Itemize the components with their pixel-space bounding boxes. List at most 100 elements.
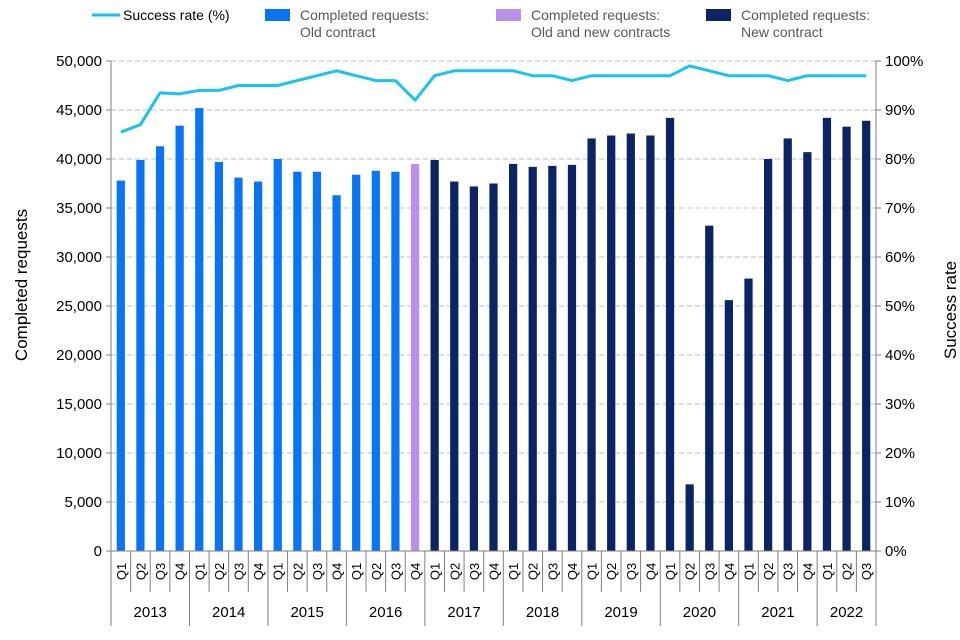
x-tick-label-quarter: Q1 [349, 563, 364, 580]
x-tick-label-quarter: Q1 [506, 563, 521, 580]
y-tick-label: 35,000 [56, 200, 102, 217]
x-tick-label-quarter: Q4 [408, 563, 423, 580]
y-tick-label: 20,000 [56, 347, 102, 364]
x-tick-label-quarter: Q2 [683, 563, 698, 580]
x-tick-label-quarter: Q3 [310, 563, 325, 580]
x-tick-label-quarter: Q3 [153, 563, 168, 580]
bar-new [626, 133, 635, 551]
y2-tick-label: 50% [885, 298, 915, 315]
bar-old [195, 108, 204, 551]
y2-tick-label: 10% [885, 494, 915, 511]
bar-new [783, 138, 792, 552]
x-tick-label-quarter: Q1 [114, 563, 129, 580]
x-tick-label-quarter: Q3 [467, 563, 482, 580]
y2-tick-label: 30% [885, 396, 915, 413]
bar-new [646, 135, 655, 552]
bar-old [273, 159, 282, 551]
x-tick-label-quarter: Q4 [565, 563, 580, 580]
bar-old [136, 159, 145, 552]
bar-old [293, 171, 302, 552]
x-tick-label-quarter: Q2 [212, 563, 227, 580]
x-tick-label-quarter: Q3 [545, 563, 560, 580]
x-tick-label-quarter: Q2 [447, 563, 462, 580]
legend: Success rate (%) Completed requests:Old c… [92, 7, 870, 40]
bar-mixed [410, 163, 420, 551]
bar-new [705, 225, 714, 551]
x-tick-label-quarter: Q4 [722, 563, 737, 580]
y2-tick-label: 0% [885, 543, 907, 560]
bar-new [528, 166, 537, 551]
bar-new [803, 152, 812, 551]
bar-old [312, 171, 322, 552]
bar-old [116, 180, 125, 551]
y2-tick-label: 20% [885, 445, 915, 462]
y2-tick-label: 70% [885, 200, 915, 217]
axes: 0 0% 5,000 10% 10,000 20% 15,000 30% 20,000 40% 25… [56, 53, 923, 626]
y-axis-title: Completed requests [12, 209, 31, 361]
y-tick-label: 0 [94, 543, 102, 560]
bars [116, 108, 871, 552]
bar-new [450, 181, 459, 552]
x-tick-label-quarter: Q1 [742, 563, 757, 580]
x-tick-label-quarter: Q1 [428, 563, 443, 580]
bar-new [587, 138, 596, 552]
bar-new [508, 163, 518, 551]
bar-new [489, 183, 498, 551]
x-tick-label-quarter: Q3 [388, 563, 403, 580]
bar-new [763, 159, 773, 551]
y-tick-label: 30,000 [56, 249, 102, 266]
y-tick-label: 5,000 [64, 494, 102, 511]
x-tick-label-quarter: Q2 [290, 563, 305, 580]
x-tick-label-quarter: Q1 [192, 563, 207, 580]
x-tick-label-quarter: Q2 [133, 563, 148, 580]
x-tick-label-quarter: Q1 [585, 563, 600, 580]
x-tick-label-quarter: Q1 [271, 563, 286, 580]
y2-tick-label: 60% [885, 249, 915, 266]
x-tick-label-year: 2016 [369, 604, 402, 621]
x-tick-label-quarter: Q2 [840, 563, 855, 580]
bar-new [665, 117, 675, 551]
bar-new [744, 278, 753, 551]
y-tick-label: 50,000 [56, 53, 102, 70]
x-tick-label-year: 2013 [134, 604, 167, 621]
bar-new [685, 484, 694, 551]
bar-new [548, 165, 557, 552]
x-tick-label-quarter: Q3 [702, 563, 717, 580]
bar-old [234, 177, 243, 551]
y-tick-label: 40,000 [56, 151, 102, 168]
legend-label: Old and new contracts [531, 24, 670, 40]
legend-label: New contract [741, 24, 823, 40]
y-tick-label: 10,000 [56, 445, 102, 462]
bar-old [332, 195, 341, 551]
y-tick-label: 25,000 [56, 298, 102, 315]
y-tick-label: 15,000 [56, 396, 102, 413]
success-rate-polyline [120, 64, 867, 134]
bar-old [253, 181, 263, 552]
x-tick-label-year: 2015 [290, 604, 323, 621]
legend-marker-old [265, 9, 290, 21]
y2-tick-label: 40% [885, 347, 915, 364]
bar-new [607, 135, 616, 552]
legend-marker-new [706, 9, 731, 21]
y2-tick-label: 80% [885, 151, 915, 168]
bar-old [352, 174, 361, 551]
legend-label: Completed requests: [741, 7, 870, 23]
x-tick-label-quarter: Q3 [781, 563, 796, 580]
bar-new [822, 117, 832, 551]
x-tick-label-quarter: Q3 [624, 563, 639, 580]
legend-label: Old contract [300, 24, 376, 40]
legend-label: Completed requests: [300, 7, 429, 23]
bar-old [371, 170, 380, 551]
x-tick-label-year: 2022 [830, 604, 863, 621]
x-tick-label-year: 2017 [447, 604, 480, 621]
bar-new [469, 186, 479, 551]
x-tick-label-year: 2014 [212, 604, 245, 621]
x-tick-label-year: 2021 [761, 604, 794, 621]
legend-label: Completed requests: [531, 7, 660, 23]
y2-axis-title: Success rate [941, 261, 960, 359]
legend-label: Success rate (%) [123, 7, 230, 23]
y2-tick-label: 90% [885, 102, 915, 119]
x-tick-label-quarter: Q2 [526, 563, 541, 580]
